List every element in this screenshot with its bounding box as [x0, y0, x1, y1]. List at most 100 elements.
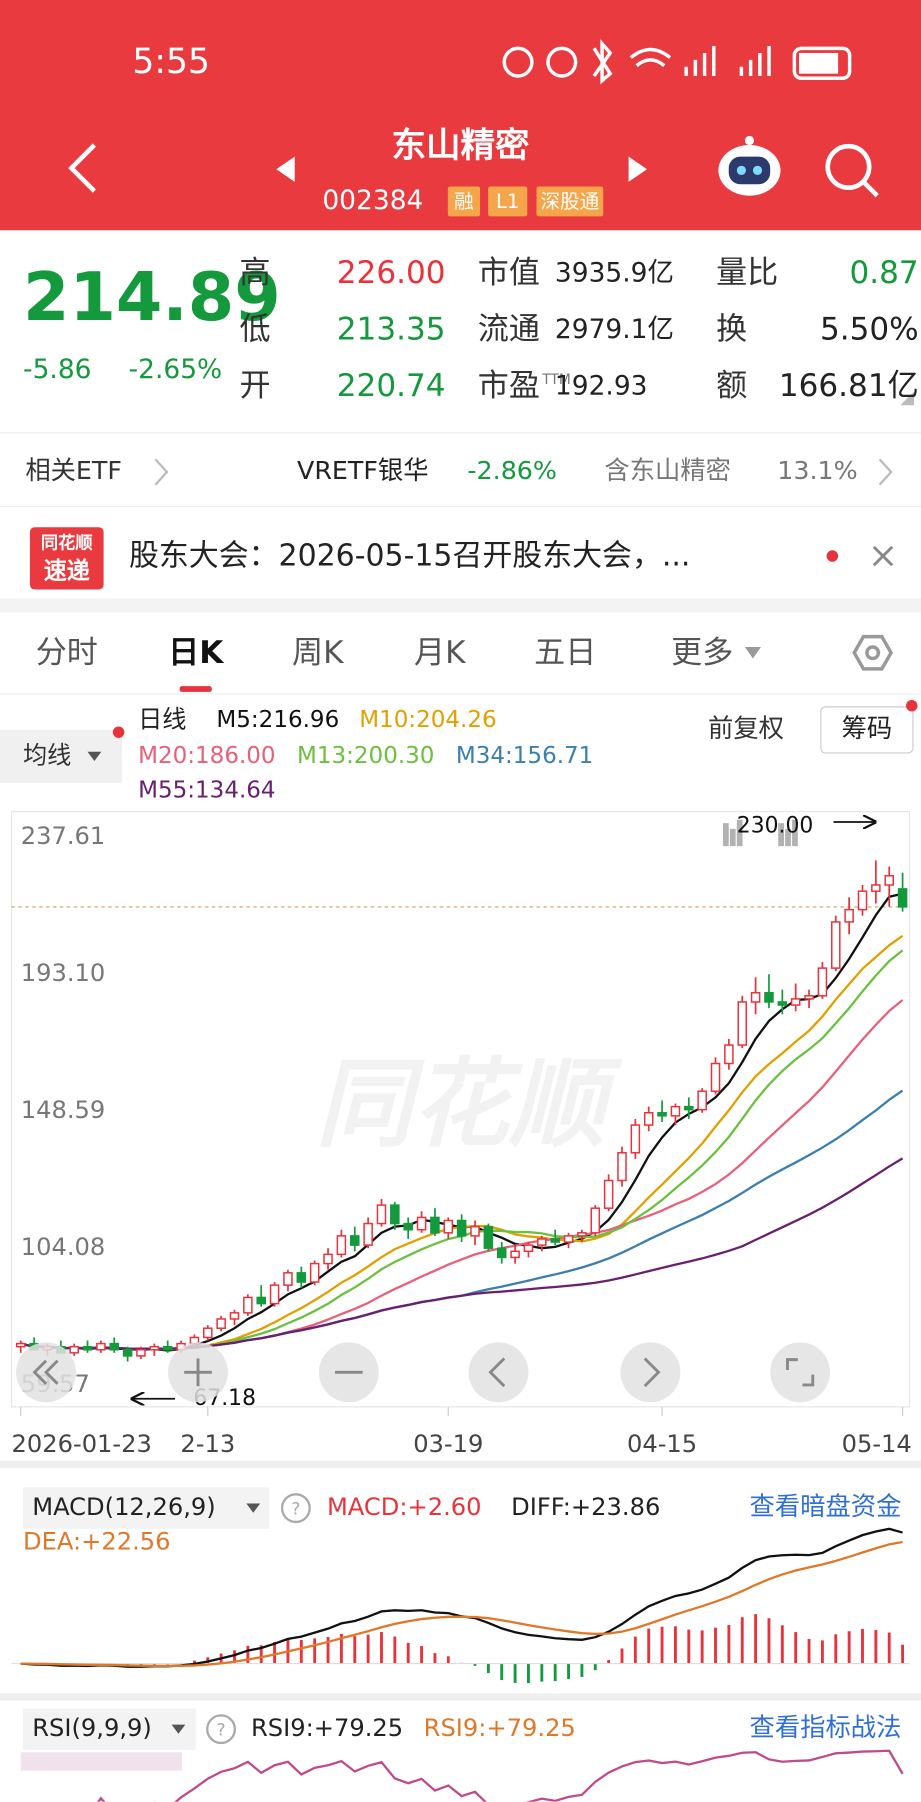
step-right[interactable]: [620, 1342, 681, 1403]
candle-body: [336, 1235, 347, 1256]
candle-body: [737, 1001, 748, 1046]
candle-body: [496, 1247, 507, 1259]
rsi-selector-bg[interactable]: [23, 1708, 196, 1750]
etf-change: -2.86%: [467, 455, 557, 485]
ma-legend: M55:134.64: [138, 777, 275, 803]
chart-frame: [10, 811, 911, 1408]
candle-body: [857, 890, 868, 911]
field-label: 市盈: [478, 368, 540, 404]
ma-line: [20, 1157, 904, 1350]
candle-body: [216, 1318, 226, 1329]
etf-holding-label: 含东山精密: [604, 455, 731, 485]
next-stock[interactable]: [628, 156, 648, 182]
y-tick-label: 193.10: [21, 959, 106, 987]
fullscreen[interactable]: [770, 1342, 831, 1403]
stock-code: 002384: [322, 185, 423, 216]
help-icon[interactable]: [206, 1714, 237, 1745]
candle-body: [309, 1262, 320, 1283]
tab[interactable]: 更多: [671, 635, 733, 671]
strategy-link[interactable]: 查看指标战法: [750, 1712, 902, 1742]
candle-body: [69, 1345, 79, 1354]
field-value: 220.74: [337, 368, 446, 404]
candle-body: [162, 1345, 173, 1351]
stock-tag: 深股通: [541, 190, 600, 213]
chart-controls: [16, 1342, 831, 1403]
field-label: 量比: [716, 255, 778, 291]
diff-value: DIFF:+23.86: [511, 1493, 660, 1521]
candle-body: [136, 1349, 146, 1357]
candle-body: [871, 884, 881, 892]
tag-bg: [536, 186, 604, 217]
candle-body: [430, 1216, 440, 1234]
tag-bg: [447, 186, 481, 217]
field-value: 3935.9亿: [555, 257, 674, 288]
candle-body: [643, 1112, 654, 1126]
y-tick-label: 148.59: [21, 1096, 106, 1124]
candle-body: [96, 1342, 106, 1351]
candle-body: [603, 1179, 614, 1209]
dark-pool-link[interactable]: 查看暗盘资金: [750, 1491, 902, 1521]
candle-body: [349, 1235, 360, 1246]
rsi-title[interactable]: RSI(9,9,9): [32, 1714, 152, 1742]
candle-body: [537, 1238, 547, 1246]
dea-value: DEA:+22.56: [23, 1528, 171, 1556]
candle-body: [630, 1124, 641, 1154]
candle-body: [590, 1207, 601, 1234]
candle-body: [149, 1345, 160, 1351]
candle-body: [817, 967, 828, 997]
ma-legend: M10:204.26: [359, 707, 496, 733]
candle-body: [657, 1112, 667, 1117]
candle-body: [416, 1216, 427, 1231]
x-tick-label: 2-13: [180, 1430, 235, 1458]
back-button[interactable]: [68, 143, 97, 193]
candle-body: [283, 1272, 293, 1286]
robot-icon[interactable]: [718, 135, 781, 196]
candle-body: [750, 991, 761, 1003]
candle-body: [376, 1204, 387, 1225]
tab[interactable]: 月K: [414, 635, 467, 671]
ma-selector-bg[interactable]: [0, 729, 123, 783]
candle-body: [122, 1349, 133, 1357]
macd-selector-bg[interactable]: [23, 1487, 270, 1529]
etf-name[interactable]: VRETF银华: [297, 455, 429, 485]
field-label: 低: [239, 311, 270, 347]
dropdown-arrow: [246, 1503, 261, 1513]
candle-body: [697, 1090, 707, 1111]
field-label: 高: [239, 255, 270, 291]
macd-title[interactable]: MACD(12,26,9): [32, 1493, 215, 1521]
candle-body: [82, 1345, 93, 1351]
tab-underline: [179, 686, 212, 692]
ma-legend: M13:200.30: [297, 743, 434, 769]
chips-button-bg[interactable]: [820, 706, 914, 754]
adjust-mode[interactable]: 前复权: [708, 713, 784, 743]
prev-stock[interactable]: [276, 156, 295, 182]
x-tick-label: 2026-01-23: [12, 1430, 152, 1458]
search-icon[interactable]: [825, 143, 879, 198]
candle-body: [256, 1296, 267, 1305]
settings-icon[interactable]: [852, 634, 894, 671]
step-left[interactable]: [468, 1342, 529, 1403]
red-dot: [112, 726, 125, 738]
ma-selector[interactable]: 均线: [23, 741, 71, 769]
rsi2-value: RSI9:+79.25: [424, 1714, 576, 1742]
gap: [0, 598, 921, 613]
candle-body: [844, 908, 854, 923]
etf-label[interactable]: 相关ETF: [25, 455, 122, 485]
tab[interactable]: 分时: [36, 635, 98, 671]
close-news[interactable]: [872, 545, 894, 567]
candle-body: [710, 1062, 721, 1092]
field-value: 192.93: [555, 370, 648, 401]
news-logo: [29, 527, 104, 590]
chips-button[interactable]: 筹码: [842, 713, 893, 743]
tab[interactable]: 日K: [168, 635, 225, 671]
news-text[interactable]: 股东大会：2026-05-15召开股东大会，...: [129, 539, 691, 574]
candle-body: [804, 995, 814, 1000]
candle-body: [684, 1105, 694, 1111]
help-icon[interactable]: [280, 1493, 311, 1524]
candle-body: [323, 1253, 333, 1265]
candle-body: [777, 1001, 788, 1006]
candle-body: [15, 1342, 26, 1348]
tab[interactable]: 周K: [292, 635, 345, 671]
tab[interactable]: 五日: [534, 635, 596, 671]
field-value: 226.00: [337, 255, 446, 291]
